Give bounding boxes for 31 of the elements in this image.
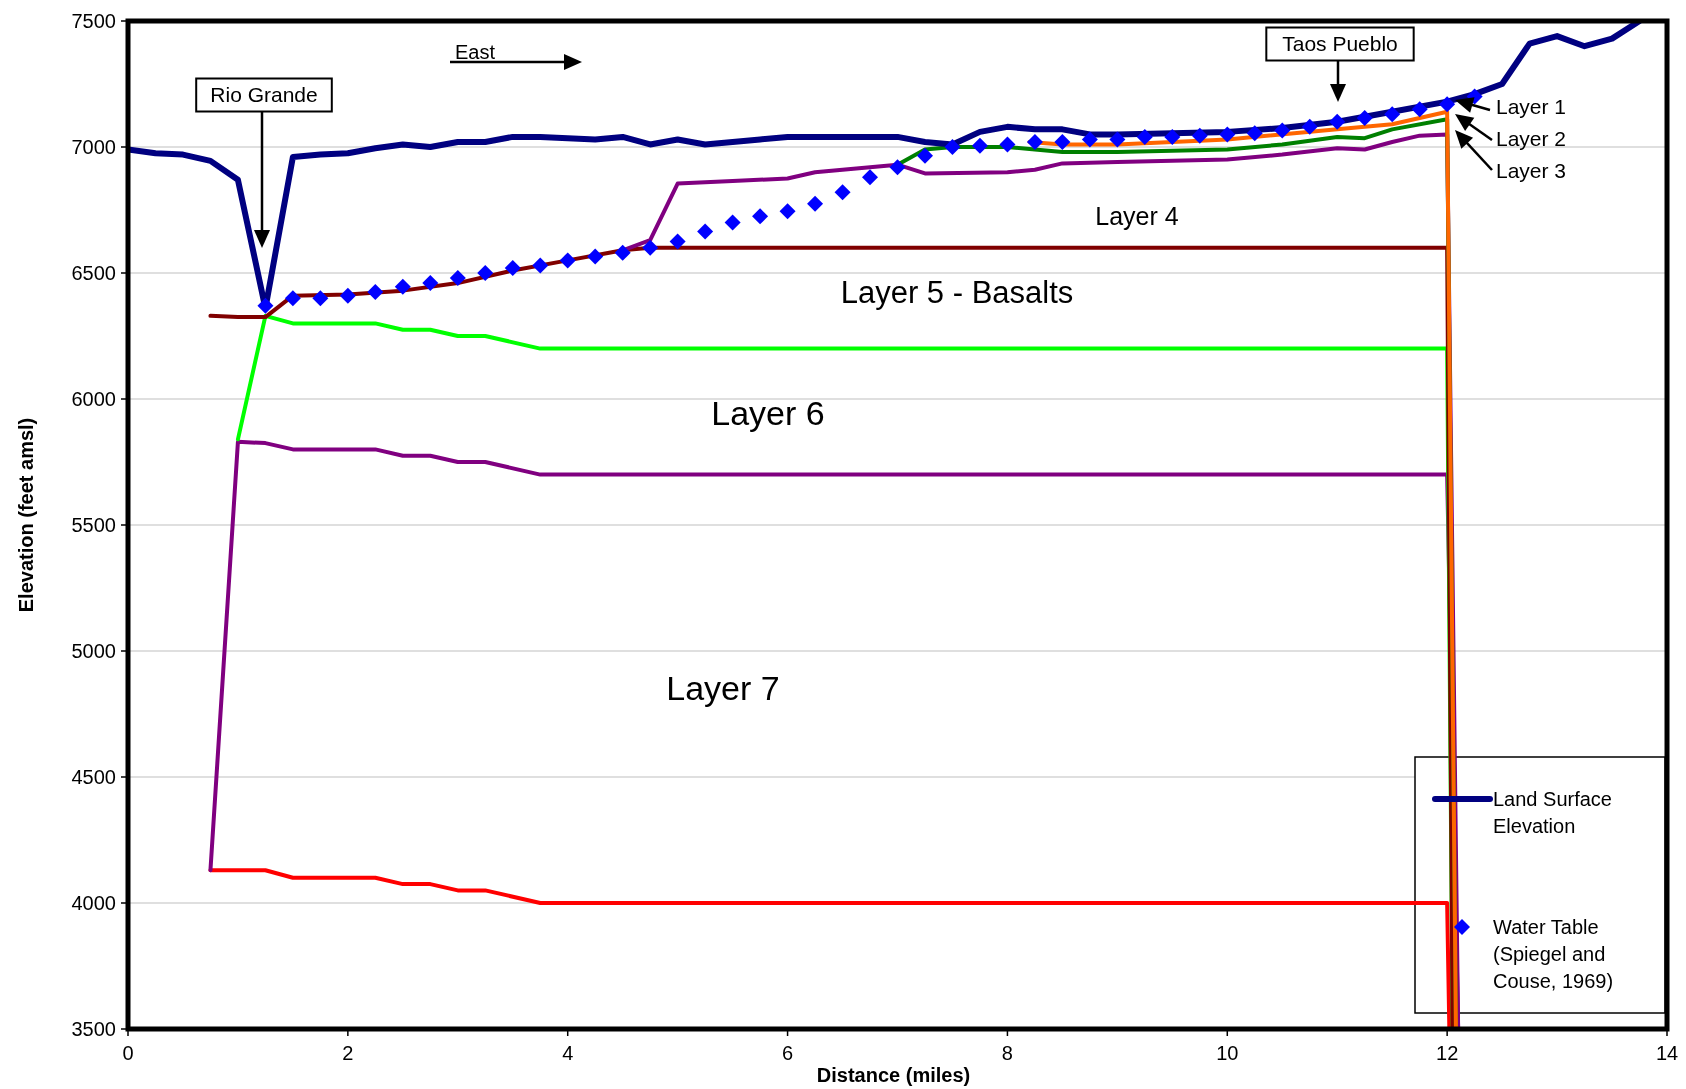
- annotation: Layer 5 - Basalts: [840, 274, 1074, 310]
- x-tick-label: 10: [1216, 1042, 1239, 1064]
- x-tick-label: 6: [782, 1042, 794, 1064]
- legend-label: Water Table (Spiegel and Couse, 1969): [1493, 916, 1614, 992]
- y-tick-label: 3500: [71, 1018, 116, 1040]
- x-tick-label: 0: [122, 1042, 134, 1064]
- y-tick-label: 4000: [71, 892, 116, 914]
- x-tick-label: 12: [1436, 1042, 1459, 1064]
- legend-label: Land Surface Elevation: [1493, 788, 1612, 837]
- y-tick-label: 5000: [71, 640, 116, 662]
- annotation: Taos Pueblo: [1282, 32, 1398, 56]
- y-tick-label: 7000: [71, 136, 116, 158]
- annotation: East: [455, 41, 496, 63]
- annotation: Rio Grande: [210, 83, 318, 107]
- annotation: Layer 1: [1496, 95, 1567, 119]
- y-tick-label: 5500: [71, 514, 116, 536]
- y-tick-label: 6000: [71, 388, 116, 410]
- annotation: Layer 3: [1496, 159, 1567, 183]
- annotation: Layer 7: [666, 668, 780, 707]
- y-tick-label: 4500: [71, 766, 116, 788]
- x-tick-label: 4: [562, 1042, 574, 1064]
- y-axis-title: Elevation (feet amsl): [15, 417, 37, 613]
- y-tick-label: 6500: [71, 262, 116, 284]
- annotation: Layer 6: [711, 393, 825, 432]
- x-tick-label: 8: [1001, 1042, 1013, 1064]
- annotation: Layer 2: [1496, 127, 1567, 151]
- x-axis-title: Distance (miles): [816, 1064, 971, 1086]
- annotation: Layer 4: [1095, 201, 1179, 230]
- x-tick-label: 14: [1655, 1042, 1679, 1064]
- y-tick-label: 7500: [71, 10, 116, 32]
- x-tick-label: 2: [342, 1042, 354, 1064]
